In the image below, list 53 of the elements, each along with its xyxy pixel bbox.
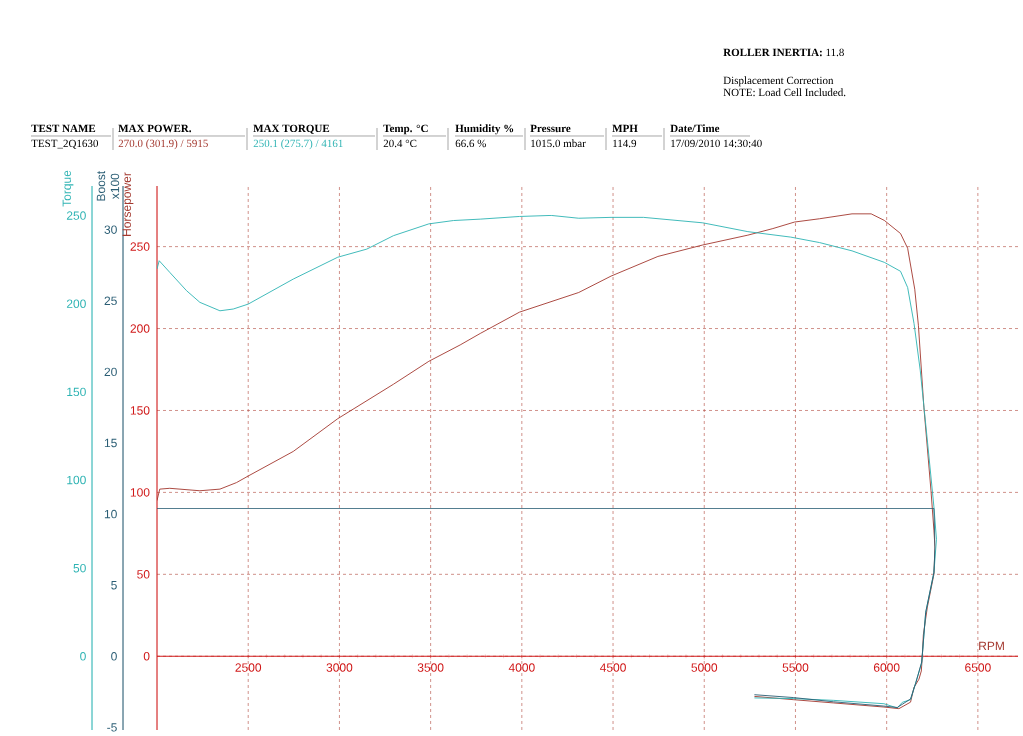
text: Displacement Correction bbox=[723, 76, 834, 87]
text: ROLLER INERTIA: 11.8 bbox=[723, 48, 844, 57]
y3-tick-label: 30 bbox=[104, 225, 117, 234]
x-tick-label: 4500 bbox=[599, 663, 626, 672]
y2-tick-label: 50 bbox=[73, 563, 86, 573]
x-tick-label: 5500 bbox=[782, 663, 809, 672]
y-tick-label: 100 bbox=[130, 488, 150, 497]
text: Temp. °C bbox=[383, 124, 428, 135]
y-tick-label: 200 bbox=[130, 324, 150, 333]
y3-tick-label: 5 bbox=[111, 581, 117, 590]
y2-tick-label: 100 bbox=[67, 475, 86, 485]
text: 270.0 (301.9) / 5915 bbox=[118, 139, 208, 150]
text: Humidity % bbox=[455, 124, 514, 135]
x-axis-title: RPM bbox=[979, 641, 1004, 650]
y-tick-label: 150 bbox=[130, 406, 150, 415]
y3-tick-label: 10 bbox=[104, 509, 117, 519]
text: 114.9 bbox=[613, 139, 637, 148]
x-tick-label: 3500 bbox=[417, 663, 444, 672]
y2-tick-label: 150 bbox=[67, 387, 86, 397]
x-tick-label: 2500 bbox=[235, 663, 262, 672]
y-tick-label: 50 bbox=[137, 570, 150, 579]
x-tick-label: 4000 bbox=[508, 663, 535, 672]
text: TEST_2Q1630 bbox=[31, 139, 99, 149]
y2-tick-label: 200 bbox=[66, 299, 86, 308]
text: MAX POWER. bbox=[118, 124, 192, 133]
text: 20.4 °C bbox=[383, 139, 417, 148]
y2-tick-label: 250 bbox=[66, 211, 86, 220]
text: 17/09/2010 14:30:40 bbox=[671, 139, 762, 148]
text: NOTE: Load Cell Included. bbox=[723, 88, 846, 97]
y3-tick-label: 15 bbox=[104, 438, 117, 448]
text: TEST NAME bbox=[31, 124, 96, 133]
line-series bbox=[157, 507, 936, 708]
y-axis-title: Horsepower bbox=[122, 172, 134, 236]
y2-tick-label: 0 bbox=[80, 652, 86, 661]
y-tick-label: 250 bbox=[130, 242, 150, 251]
text: 1015.0 mbar bbox=[531, 139, 586, 148]
y3-axis-title: Boost x100 bbox=[96, 170, 120, 201]
text: MPH bbox=[612, 124, 638, 132]
x-tick-label: 5000 bbox=[691, 663, 718, 672]
y3-tick-label: 25 bbox=[104, 296, 117, 305]
text: Pressure bbox=[530, 124, 571, 133]
text: MAX TORQUE bbox=[253, 124, 330, 134]
y2-axis-title: Torque bbox=[62, 170, 74, 207]
x-tick-label: 6000 bbox=[873, 663, 900, 672]
x-tick-label: 6500 bbox=[965, 663, 991, 672]
text: 66.6 % bbox=[455, 139, 486, 148]
y3-tick-label: 0 bbox=[111, 652, 117, 661]
x-tick-label: 3000 bbox=[326, 663, 353, 672]
text: Date/Time bbox=[670, 124, 720, 133]
y3-tick-label: 20 bbox=[104, 367, 117, 377]
text: 250.1 (275.7) / 4161 bbox=[253, 139, 343, 150]
y3-tick-label: -5 bbox=[107, 723, 117, 732]
y-tick-label: 0 bbox=[143, 652, 150, 661]
